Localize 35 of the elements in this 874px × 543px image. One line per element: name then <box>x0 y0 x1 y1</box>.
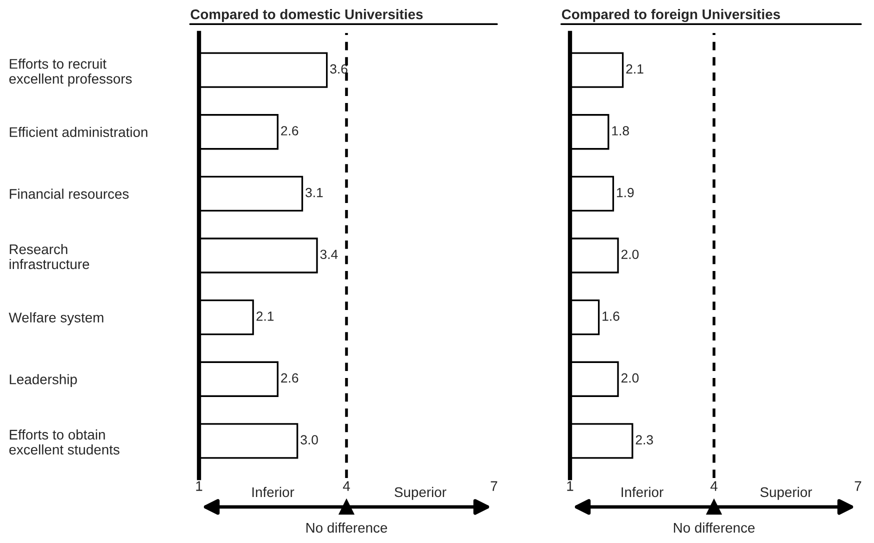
data-label: 2.6 <box>281 126 298 136</box>
data-label: 1.6 <box>602 312 620 321</box>
data-label: 3.1 <box>306 188 323 198</box>
text: Inferior <box>252 486 294 498</box>
text: Inferior <box>622 486 664 498</box>
data-label: 3.0 <box>300 435 318 444</box>
data-label: 1.8 <box>612 126 629 136</box>
y-tick-label: Efforts to obtain excellent students <box>9 429 120 455</box>
text: No difference <box>306 522 388 533</box>
y-tick-label: Research infrastructure <box>10 244 90 270</box>
data-label: 2.0 <box>621 250 639 260</box>
text: Superior <box>760 486 812 500</box>
y-tick-label: Welfare system <box>8 312 104 326</box>
text: Superior <box>394 486 446 500</box>
data-label: 2.1 <box>256 312 274 321</box>
data-label: 2.1 <box>626 64 644 74</box>
y-tick-label: Leadership <box>10 374 77 388</box>
x-tick-label: 7 <box>854 481 862 491</box>
y-tick-label: Efforts to recruit excellent professors <box>9 58 132 86</box>
data-label: 2.0 <box>621 373 639 383</box>
x-tick-label: 1 <box>567 481 574 491</box>
data-label: 1.9 <box>616 188 634 198</box>
x-tick-label: 1 <box>196 481 202 491</box>
chart-title: Compared to domestic Universities <box>190 9 423 22</box>
y-tick-label: Financial resources <box>10 188 129 199</box>
chart-title: Compared to foreign Universities <box>562 9 780 22</box>
y-tick-label: Efficient administration <box>10 126 148 138</box>
text: No difference <box>674 522 755 533</box>
data-label: 3.6 <box>330 64 348 74</box>
data-label: 2.3 <box>636 435 653 444</box>
data-label: 2.6 <box>281 373 298 383</box>
x-tick-label: 4 <box>342 481 350 491</box>
x-tick-label: 7 <box>490 481 498 491</box>
x-tick-label: 4 <box>710 481 718 491</box>
data-label: 3.4 <box>320 250 338 260</box>
